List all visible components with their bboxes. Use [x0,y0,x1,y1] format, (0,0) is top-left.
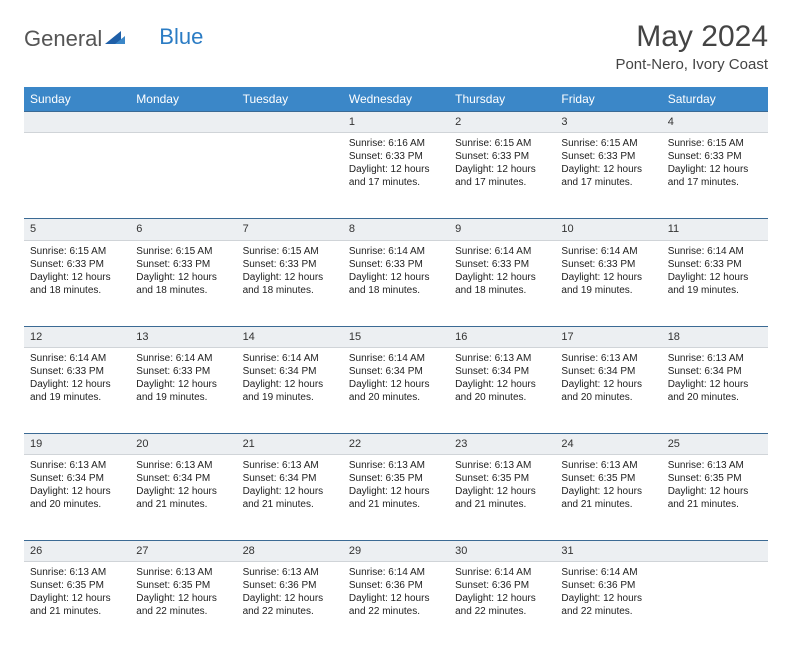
day-number-cell: 8 [343,219,449,240]
day-number-cell: 3 [555,112,661,133]
day-details-cell: Sunrise: 6:14 AMSunset: 6:36 PMDaylight:… [449,562,555,648]
day-details-cell: Sunrise: 6:13 AMSunset: 6:36 PMDaylight:… [237,562,343,648]
day-details-cell: Sunrise: 6:13 AMSunset: 6:34 PMDaylight:… [449,347,555,433]
daynum-row: 262728293031 [24,541,768,562]
details-row: Sunrise: 6:14 AMSunset: 6:33 PMDaylight:… [24,347,768,433]
day-details-cell: Sunrise: 6:15 AMSunset: 6:33 PMDaylight:… [449,133,555,219]
day-number-cell: 29 [343,541,449,562]
day-details-cell: Sunrise: 6:14 AMSunset: 6:34 PMDaylight:… [237,347,343,433]
month-title: May 2024 [615,20,768,54]
day-number-cell: 18 [662,326,768,347]
day-details-cell: Sunrise: 6:13 AMSunset: 6:35 PMDaylight:… [130,562,236,648]
daynum-row: 12131415161718 [24,326,768,347]
day-details-cell: Sunrise: 6:14 AMSunset: 6:33 PMDaylight:… [24,347,130,433]
daynum-row: 19202122232425 [24,433,768,454]
day-number-cell: 13 [130,326,236,347]
day-number-cell: 27 [130,541,236,562]
day-number-cell [130,112,236,133]
day-details-cell [130,133,236,219]
day-details-cell: Sunrise: 6:13 AMSunset: 6:34 PMDaylight:… [555,347,661,433]
day-number-cell: 10 [555,219,661,240]
day-details-cell: Sunrise: 6:13 AMSunset: 6:35 PMDaylight:… [555,455,661,541]
day-number-cell [24,112,130,133]
logo: General Blue [24,26,203,52]
logo-icon [105,28,125,51]
daynum-row: 567891011 [24,219,768,240]
day-number-cell [662,541,768,562]
day-number-cell: 24 [555,433,661,454]
day-number-cell: 23 [449,433,555,454]
day-details-cell: Sunrise: 6:13 AMSunset: 6:35 PMDaylight:… [662,455,768,541]
day-details-cell: Sunrise: 6:15 AMSunset: 6:33 PMDaylight:… [237,240,343,326]
daynum-row: 1234 [24,112,768,133]
day-number-cell: 26 [24,541,130,562]
day-number-cell: 14 [237,326,343,347]
day-details-cell: Sunrise: 6:15 AMSunset: 6:33 PMDaylight:… [24,240,130,326]
day-details-cell: Sunrise: 6:13 AMSunset: 6:34 PMDaylight:… [130,455,236,541]
day-number-cell: 21 [237,433,343,454]
day-details-cell: Sunrise: 6:14 AMSunset: 6:36 PMDaylight:… [343,562,449,648]
day-number-cell: 1 [343,112,449,133]
day-details-cell: Sunrise: 6:15 AMSunset: 6:33 PMDaylight:… [555,133,661,219]
weekday-header: Saturday [662,87,768,112]
day-number-cell: 5 [24,219,130,240]
day-number-cell: 6 [130,219,236,240]
details-row: Sunrise: 6:13 AMSunset: 6:34 PMDaylight:… [24,455,768,541]
day-details-cell: Sunrise: 6:13 AMSunset: 6:35 PMDaylight:… [24,562,130,648]
day-number-cell: 31 [555,541,661,562]
details-row: Sunrise: 6:16 AMSunset: 6:33 PMDaylight:… [24,133,768,219]
header: General Blue May 2024 Pont-Nero, Ivory C… [24,20,768,73]
day-details-cell: Sunrise: 6:13 AMSunset: 6:34 PMDaylight:… [662,347,768,433]
day-details-cell [662,562,768,648]
title-block: May 2024 Pont-Nero, Ivory Coast [615,20,768,73]
logo-text-general: General [24,26,102,52]
day-details-cell: Sunrise: 6:14 AMSunset: 6:33 PMDaylight:… [343,240,449,326]
details-row: Sunrise: 6:15 AMSunset: 6:33 PMDaylight:… [24,240,768,326]
weekday-header: Tuesday [237,87,343,112]
day-details-cell: Sunrise: 6:15 AMSunset: 6:33 PMDaylight:… [662,133,768,219]
day-number-cell: 28 [237,541,343,562]
day-details-cell: Sunrise: 6:14 AMSunset: 6:33 PMDaylight:… [449,240,555,326]
day-details-cell: Sunrise: 6:14 AMSunset: 6:36 PMDaylight:… [555,562,661,648]
day-number-cell: 12 [24,326,130,347]
day-number-cell: 7 [237,219,343,240]
day-details-cell [237,133,343,219]
logo-text-blue: Blue [159,24,203,50]
day-number-cell: 11 [662,219,768,240]
location: Pont-Nero, Ivory Coast [615,56,768,73]
day-details-cell: Sunrise: 6:14 AMSunset: 6:34 PMDaylight:… [343,347,449,433]
day-details-cell: Sunrise: 6:13 AMSunset: 6:35 PMDaylight:… [449,455,555,541]
day-details-cell: Sunrise: 6:14 AMSunset: 6:33 PMDaylight:… [662,240,768,326]
details-row: Sunrise: 6:13 AMSunset: 6:35 PMDaylight:… [24,562,768,648]
day-number-cell: 19 [24,433,130,454]
day-details-cell: Sunrise: 6:13 AMSunset: 6:34 PMDaylight:… [237,455,343,541]
day-details-cell: Sunrise: 6:16 AMSunset: 6:33 PMDaylight:… [343,133,449,219]
day-details-cell: Sunrise: 6:14 AMSunset: 6:33 PMDaylight:… [555,240,661,326]
day-number-cell: 17 [555,326,661,347]
day-details-cell [24,133,130,219]
calendar: SundayMondayTuesdayWednesdayThursdayFrid… [24,87,768,648]
day-details-cell: Sunrise: 6:15 AMSunset: 6:33 PMDaylight:… [130,240,236,326]
weekday-header: Friday [555,87,661,112]
day-details-cell: Sunrise: 6:14 AMSunset: 6:33 PMDaylight:… [130,347,236,433]
day-number-cell: 9 [449,219,555,240]
day-number-cell: 22 [343,433,449,454]
day-number-cell: 2 [449,112,555,133]
day-number-cell: 20 [130,433,236,454]
weekday-header: Wednesday [343,87,449,112]
weekday-header: Sunday [24,87,130,112]
day-number-cell [237,112,343,133]
day-number-cell: 16 [449,326,555,347]
weekday-header-row: SundayMondayTuesdayWednesdayThursdayFrid… [24,87,768,112]
day-details-cell: Sunrise: 6:13 AMSunset: 6:35 PMDaylight:… [343,455,449,541]
day-number-cell: 25 [662,433,768,454]
day-number-cell: 4 [662,112,768,133]
day-details-cell: Sunrise: 6:13 AMSunset: 6:34 PMDaylight:… [24,455,130,541]
calendar-body: 1234Sunrise: 6:16 AMSunset: 6:33 PMDayli… [24,112,768,648]
weekday-header: Thursday [449,87,555,112]
day-number-cell: 15 [343,326,449,347]
weekday-header: Monday [130,87,236,112]
day-number-cell: 30 [449,541,555,562]
